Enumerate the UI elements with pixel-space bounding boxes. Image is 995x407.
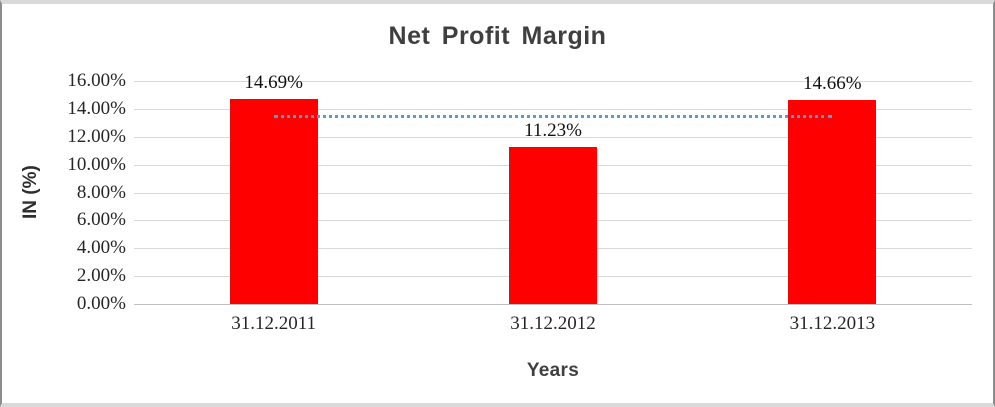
- bar: [509, 147, 597, 304]
- x-tick-label: 31.12.2011: [231, 313, 317, 334]
- x-axis-title: Years: [526, 360, 580, 381]
- x-axis-tick-labels: 31.12.2011 31.12.2012 31.12.2013: [134, 313, 972, 339]
- y-axis-tick-labels: 16.00% 14.00% 12.00% 10.00% 8.00% 6.00% 4.00% 2…: [2, 71, 126, 314]
- y-tick-label: 14.00%: [67, 97, 126, 119]
- y-tick-label: 4.00%: [76, 237, 126, 259]
- y-tick-label: 8.00%: [76, 181, 126, 203]
- chart-title: Net Profit Margin: [388, 22, 607, 50]
- bar: [788, 100, 877, 304]
- y-tick-label: 16.00%: [67, 70, 126, 91]
- y-tick-label: 6.00%: [76, 209, 126, 231]
- gridline: [134, 136, 972, 138]
- gridline: [134, 81, 972, 82]
- bar-value-label: 14.69%: [244, 72, 303, 93]
- x-tick-label: 31.12.2012: [510, 313, 596, 334]
- x-tick-label: 31.12.2013: [789, 313, 876, 334]
- bar-value-label: 14.66%: [803, 73, 862, 94]
- bar: [229, 99, 318, 304]
- y-tick-label: 2.00%: [76, 265, 126, 287]
- y-tick-label: 12.00%: [67, 125, 126, 147]
- y-tick-label: 0.00%: [76, 293, 126, 314]
- bar-value-label: 11.23%: [524, 120, 582, 141]
- y-tick-label: 10.00%: [67, 153, 126, 175]
- gridline: [134, 304, 972, 305]
- plot-area: 14.69% 11.23% 14.66%: [134, 72, 972, 305]
- trendline: [273, 114, 833, 118]
- gridline: [134, 108, 972, 110]
